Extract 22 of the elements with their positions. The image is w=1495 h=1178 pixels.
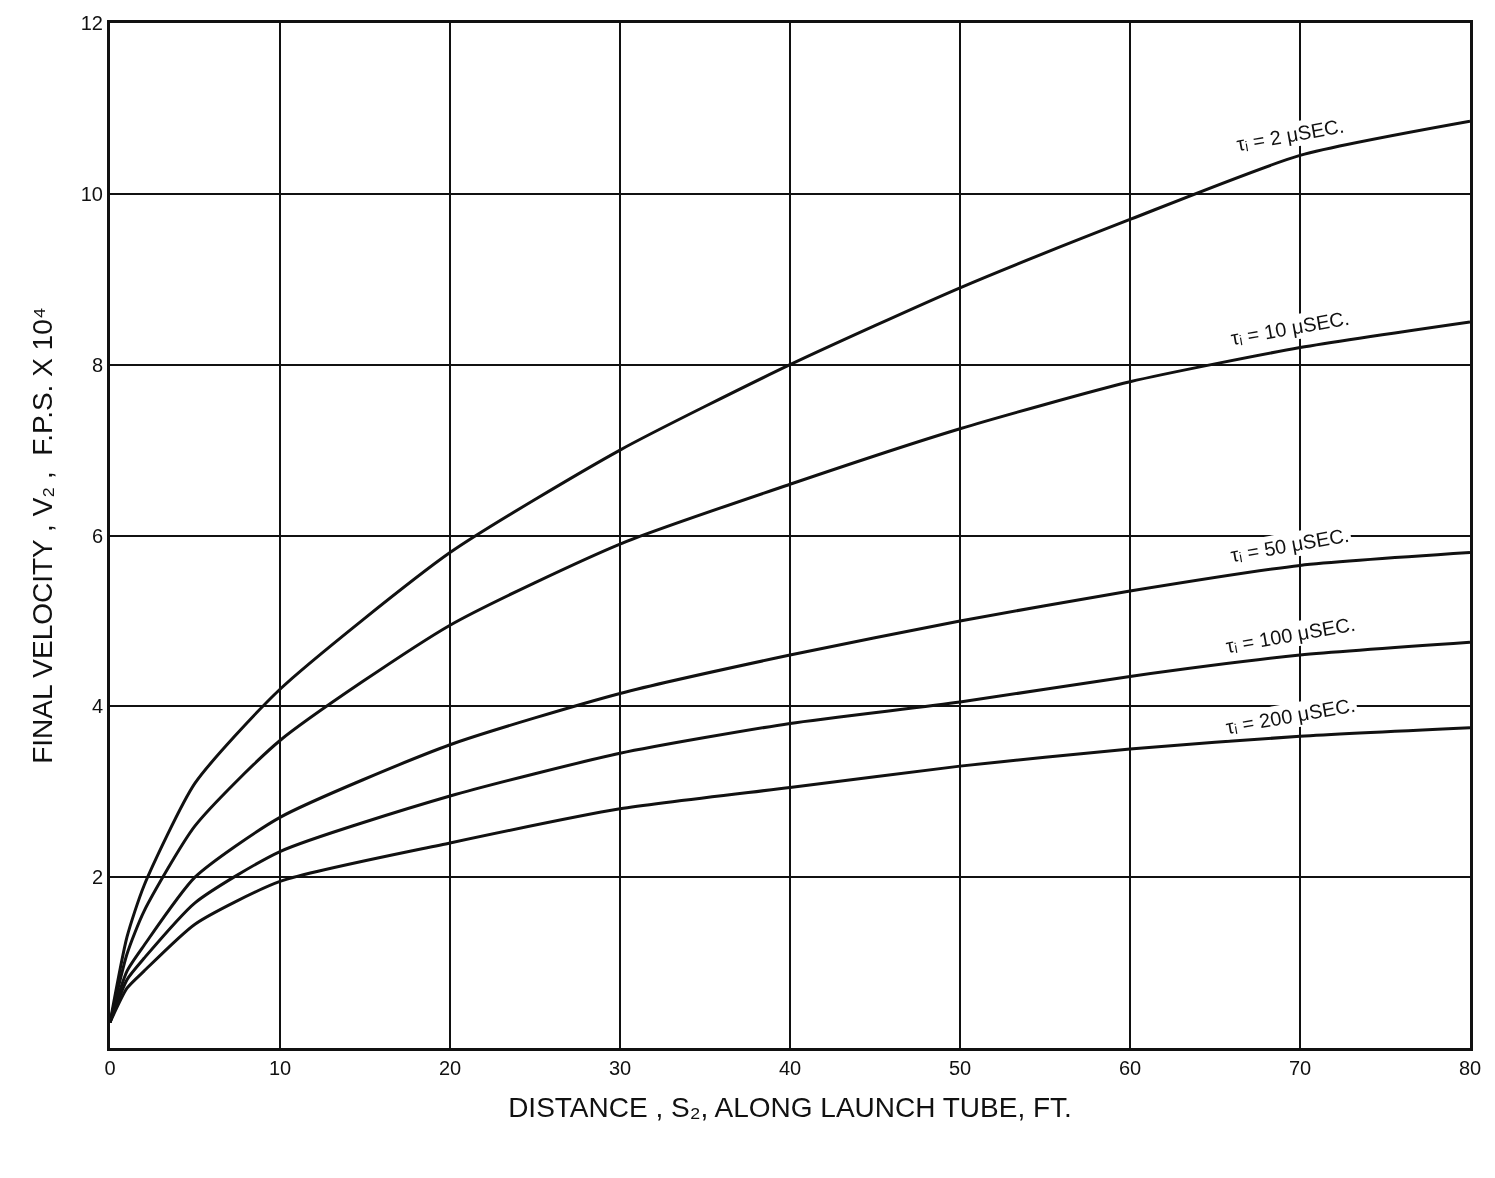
text: τᵢ = 2 μSEC. <box>1234 114 1346 156</box>
y-tick-label: 4 <box>91 695 103 718</box>
text: τᵢ = 100 μSEC. <box>1224 612 1357 658</box>
x-tick-label: 80 <box>1458 1057 1482 1079</box>
y-tick-label: 12 <box>80 12 103 34</box>
y-tick-label: 10 <box>80 182 103 205</box>
y-tick-label: 8 <box>91 353 103 376</box>
x-tick-label: 30 <box>608 1057 632 1079</box>
x-tick-label: 40 <box>778 1057 802 1079</box>
y-tick-label: 2 <box>91 866 103 889</box>
y-axis-title: FINAL VELOCITY , V₂ , F.P.S. X 10⁴ <box>27 307 59 764</box>
x-tick-label: 60 <box>1118 1057 1142 1079</box>
text: τᵢ = 10 μSEC. <box>1229 306 1351 350</box>
x-tick-label: 10 <box>268 1057 292 1079</box>
x-tick-label: 0 <box>104 1057 116 1079</box>
x-tick-label: 20 <box>438 1057 462 1079</box>
x-tick-label: 70 <box>1288 1057 1312 1079</box>
text: τᵢ = 50 μSEC. <box>1228 523 1351 567</box>
y-tick-label: 6 <box>91 524 103 547</box>
x-axis-title: DISTANCE , S₂, ALONG LAUNCH TUBE, FT. <box>508 1092 1072 1124</box>
text: τᵢ = 200 μSEC. <box>1224 693 1357 739</box>
x-tick-label: 50 <box>948 1057 972 1079</box>
